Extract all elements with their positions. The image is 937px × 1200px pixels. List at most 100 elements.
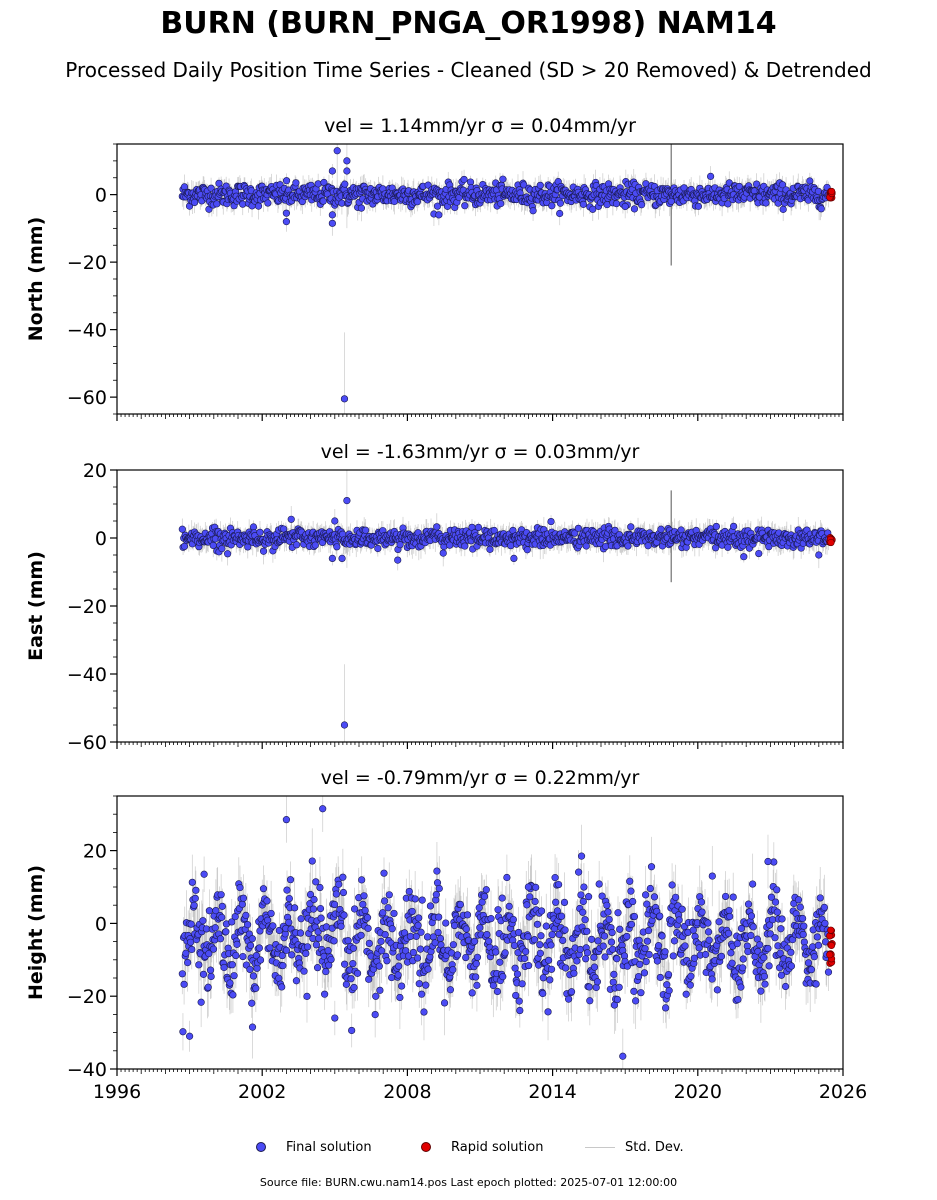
y-axis-label-1: North (mm) [25,217,47,342]
final-point [328,167,336,175]
final-point [574,524,582,532]
final-point [579,200,587,208]
final-point [256,528,264,536]
final-point [311,541,319,549]
final-point [762,199,770,207]
final-point [282,218,291,226]
rapid-point [828,187,836,196]
final-point [490,526,498,535]
final-point [362,526,370,534]
final-point [694,202,702,210]
final-point [218,544,226,553]
final-point [293,541,301,549]
final-point [190,198,199,207]
final-point [627,523,635,531]
final-point [435,211,443,219]
final-point [779,205,787,213]
panel-title-2: vel = -1.63mm/yr σ = 0.03mm/yr [321,441,640,463]
final-point [439,549,447,557]
final-point [755,549,763,558]
final-point [529,207,537,215]
final-point [621,202,629,211]
final-point [707,172,715,180]
final-point [630,205,639,213]
final-point [282,177,291,185]
rapid-point [827,538,835,547]
y-tick-label: −60 [67,387,107,409]
final-point [343,157,351,165]
final-point [328,219,336,227]
final-point [556,199,564,207]
chart-subtitle: Processed Daily Position Time Series - C… [65,58,872,82]
final-point [343,497,351,505]
final-point [259,547,268,555]
y-tick-label: 0 [95,528,107,550]
final-point [178,525,186,533]
final-point [556,209,564,218]
plot-area-1 [178,144,836,414]
final-point [319,197,327,205]
final-point [343,167,351,175]
final-point [338,554,346,563]
final-point [254,202,263,210]
y-tick-label: 0 [95,185,107,207]
panel-title-1: vel = 1.14mm/yr σ = 0.04mm/yr [324,115,636,137]
final-point [340,721,349,729]
final-point [433,523,441,531]
final-point [328,554,336,563]
final-point [499,175,507,183]
final-point [331,517,339,525]
final-point [589,205,597,213]
final-point [333,147,341,155]
final-point [523,546,531,554]
final-point [740,553,748,561]
final-point [815,551,823,559]
final-point [292,179,300,187]
final-point [657,525,665,533]
final-point [341,180,349,188]
final-point [282,209,291,217]
final-point [264,199,272,207]
chart-title: BURN (BURN_PNGA_OR1998) NAM14 [160,6,777,41]
final-point [724,200,732,208]
chart-figure: vel = 1.14mm/yr σ = 0.04mm/yr North (mm) 0… [25,115,867,1103]
final-point [328,211,336,219]
final-point [548,202,556,210]
final-point [536,181,544,189]
final-point [461,542,469,550]
final-point [510,554,518,563]
y-tick-label: −40 [67,664,107,686]
final-point [806,177,814,185]
plot-frame-2 [116,469,844,743]
final-point [340,395,349,403]
final-point [520,181,528,189]
y-axis-label-2: East (mm) [25,551,47,661]
final-point [433,202,442,210]
final-point [638,201,646,209]
final-point [724,543,732,551]
final-point [547,517,555,526]
y-tick-label: −60 [67,732,107,754]
final-point [778,181,787,189]
final-point [460,175,468,184]
y-tick-label: −20 [67,596,107,618]
final-point [333,543,341,551]
final-point [374,544,382,553]
plot-area-2 [178,470,836,742]
final-point [224,550,232,558]
final-point [582,542,590,550]
final-point [817,205,825,213]
final-point [497,199,505,208]
final-point [624,542,632,550]
plot-area-3 [178,796,836,1069]
final-point [644,542,652,550]
final-point [730,522,738,530]
final-point [474,523,483,532]
final-point [571,529,579,537]
final-point [180,542,189,550]
final-point [394,556,402,564]
final-point [486,545,494,553]
final-point [357,204,366,212]
final-point [611,526,619,534]
y-tick-label: −20 [67,252,107,274]
